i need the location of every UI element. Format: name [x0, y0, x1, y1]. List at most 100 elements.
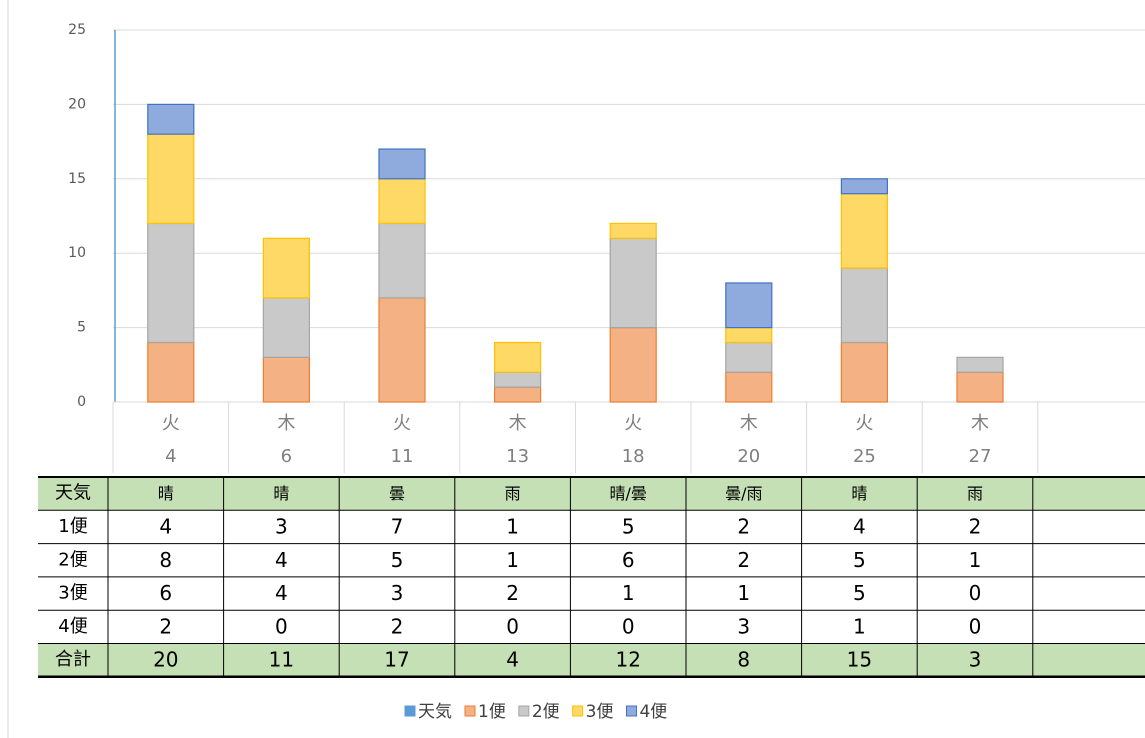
table-cell: 5 [853, 548, 866, 572]
bar-segment [262, 297, 310, 358]
y-tick-label: 5 [77, 320, 86, 336]
legend-swatch [572, 705, 584, 717]
table-cell: 7 [391, 514, 404, 538]
table-cell: 4 [275, 581, 288, 605]
x-tick-label: 18 [622, 446, 645, 467]
table-cell: 15 [847, 648, 872, 672]
table-cell: 4 [853, 514, 866, 538]
table-row-bg [38, 477, 1145, 511]
legend-label: 4便 [639, 702, 667, 722]
bar-segment [378, 148, 426, 180]
bar-segment [378, 178, 426, 225]
table-cell: 8 [737, 648, 750, 672]
table-row-bg [38, 643, 1145, 677]
table-cell: 1 [969, 548, 982, 572]
bar-segment [378, 222, 426, 299]
table-cell: 11 [269, 648, 294, 672]
legend-swatch [625, 705, 637, 717]
bar-segment [725, 327, 773, 344]
table-cell: 2 [506, 581, 519, 605]
x-tick-label: 木 [740, 413, 758, 434]
bar-segment [840, 178, 889, 195]
y-tick-label: 25 [68, 22, 86, 38]
table-cell: 雨 [505, 484, 521, 503]
table-cell: 4 [159, 514, 172, 538]
y-tick-label: 10 [68, 245, 86, 261]
x-tick-label: 25 [853, 446, 876, 467]
table-cell: 5 [853, 581, 866, 605]
legend-label: 3便 [586, 702, 614, 722]
x-tick-label: 20 [737, 446, 760, 467]
bar-segment [840, 341, 889, 403]
bar-segment [147, 133, 195, 225]
table-cell: 曇/雨 [725, 484, 762, 503]
table-cell: 0 [969, 614, 982, 638]
table-cell: 晴 [158, 484, 174, 503]
table-cell: 1 [737, 581, 750, 605]
x-tick-label: 木 [509, 413, 527, 434]
y-tick-label: 0 [77, 394, 86, 410]
y-tick-label: 15 [68, 171, 86, 187]
table-cell: 4 [275, 548, 288, 572]
x-tick-label: 11 [391, 446, 414, 467]
table-cell: 20 [153, 648, 178, 672]
bar-segment [725, 371, 773, 403]
x-tick-label: 木 [277, 413, 295, 434]
legend-label: 1便 [478, 702, 506, 722]
table-cell: 1 [622, 581, 635, 605]
bar-segment [840, 267, 889, 344]
table-cell: 曇 [389, 484, 405, 503]
bar-segment [494, 341, 542, 373]
table-cell: 8 [159, 548, 172, 572]
table-cell: 3 [275, 514, 288, 538]
table-cell: 2 [969, 514, 982, 538]
x-tick-label: 13 [506, 446, 529, 467]
table-cell: 2 [391, 614, 404, 638]
bar-segment [840, 193, 889, 269]
legend-swatch [464, 705, 476, 717]
table-cell: 5 [622, 514, 635, 538]
table-row-header: 3便 [58, 583, 87, 604]
table-row-header: 1便 [58, 516, 87, 537]
bar-segment [262, 237, 310, 299]
table-cell: 17 [384, 648, 409, 672]
table-cell: 雨 [967, 484, 983, 503]
bar-segment [494, 371, 542, 388]
table-cell: 1 [506, 514, 519, 538]
bar-segment [494, 386, 542, 403]
x-tick-label: 火 [393, 413, 411, 434]
table-cell: 1 [853, 614, 866, 638]
x-tick-label: 木 [971, 413, 989, 434]
table-cell: 0 [622, 614, 635, 638]
table-cell: 3 [391, 581, 404, 605]
y-tick-label: 20 [68, 96, 86, 112]
table-cell: 3 [969, 648, 982, 672]
x-tick-label: 火 [162, 413, 180, 434]
table-row-header: 天気 [55, 483, 91, 504]
bar-segment [147, 103, 195, 135]
bar-segment [609, 222, 657, 239]
table-row-header: 合計 [55, 649, 91, 670]
x-tick-label: 6 [281, 446, 292, 467]
table-cell: 2 [159, 614, 172, 638]
x-tick-label: 火 [855, 413, 873, 434]
table-row-header: 4便 [58, 616, 87, 637]
table-cell: 4 [506, 648, 519, 672]
table-cell: 2 [737, 514, 750, 538]
bar-segment [956, 356, 1004, 373]
table-cell: 12 [615, 648, 640, 672]
table-cell: 0 [506, 614, 519, 638]
table-cell: 1 [506, 548, 519, 572]
bar-segment [262, 356, 310, 403]
table-cell: 晴 [851, 484, 867, 503]
table-cell: 晴/曇 [609, 484, 646, 503]
bar-segment [147, 341, 195, 403]
table-cell: 0 [275, 614, 288, 638]
legend-label: 2便 [532, 702, 560, 722]
x-tick-label: 27 [969, 446, 992, 467]
table-row-header: 2便 [58, 549, 87, 570]
bar-segment [147, 222, 195, 344]
table-cell: 5 [391, 548, 404, 572]
bar-segment [725, 282, 773, 329]
